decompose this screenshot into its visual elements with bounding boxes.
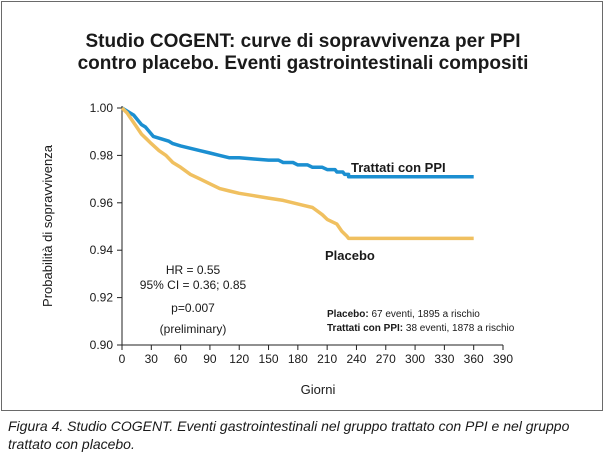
y-tick-label: 0.96 xyxy=(90,196,114,210)
y-tick-label: 0.90 xyxy=(90,338,114,352)
x-ticks: 0 30 60 90 120 150 180 210 240 270 300 330 360 390 xyxy=(119,345,513,366)
x-tick-label: 0 xyxy=(119,352,126,366)
x-tick-label: 150 xyxy=(259,352,279,366)
series-group xyxy=(120,106,474,241)
stat-hr: HR = 0.55 xyxy=(166,263,221,277)
y-tick-label: 1.00 xyxy=(90,101,114,115)
y-tick-label: 0.98 xyxy=(90,148,114,162)
x-tick-label: 120 xyxy=(229,352,249,366)
ppi-survival-curve xyxy=(121,106,474,179)
axes xyxy=(121,106,503,346)
figure-frame xyxy=(1,1,603,411)
at-risk-placebo-label: Placebo: xyxy=(327,309,369,320)
at-risk-ppi: Trattati con PPI: 38 eventi, 1878 a risc… xyxy=(327,323,515,334)
series-label-placebo: Placebo xyxy=(325,248,375,263)
x-tick-label: 390 xyxy=(493,352,513,366)
x-tick-label: 240 xyxy=(346,352,366,366)
chart-title-line-2: contro placebo. Eventi gastrointestinali… xyxy=(78,53,529,74)
figure-caption: Figura 4. Studio COGENT. Eventi gastroin… xyxy=(8,418,570,452)
y-tick-label: 0.92 xyxy=(90,291,114,305)
x-tick-label: 300 xyxy=(405,352,425,366)
y-axis-label: Probabilità di sopravvivenza xyxy=(40,144,55,307)
y-tick-label: 0.94 xyxy=(90,243,114,257)
chart-title-line-1: Studio COGENT: curve di sopravvivenza pe… xyxy=(85,31,520,52)
x-tick-label: 180 xyxy=(288,352,308,366)
x-tick-label: 210 xyxy=(317,352,337,366)
stat-ci: 95% CI = 0.36; 0.85 xyxy=(140,278,247,292)
placebo-survival-curve xyxy=(120,106,474,241)
at-risk-placebo-text: 67 eventi, 1895 a rischio xyxy=(369,309,481,320)
stat-preliminary: (preliminary) xyxy=(160,322,227,336)
at-risk-placebo: Placebo: 67 eventi, 1895 a rischio xyxy=(327,309,480,320)
at-risk-ppi-label: Trattati con PPI: xyxy=(327,323,403,334)
x-tick-label: 270 xyxy=(376,352,396,366)
x-tick-label: 60 xyxy=(174,352,188,366)
x-tick-label: 90 xyxy=(203,352,217,366)
x-tick-label: 30 xyxy=(145,352,159,366)
annotations: Trattati con PPI Placebo HR = 0.55 95% C… xyxy=(140,160,515,336)
series-label-ppi: Trattati con PPI xyxy=(351,160,446,175)
at-risk-ppi-text: 38 eventi, 1878 a rischio xyxy=(403,323,515,334)
x-tick-label: 360 xyxy=(464,352,484,366)
x-tick-label: 330 xyxy=(434,352,454,366)
y-ticks: 1.00 0.98 0.96 0.94 0.92 0.90 xyxy=(90,101,122,352)
x-axis-label: Giorni xyxy=(301,382,336,397)
stat-p: p=0.007 xyxy=(171,301,215,315)
